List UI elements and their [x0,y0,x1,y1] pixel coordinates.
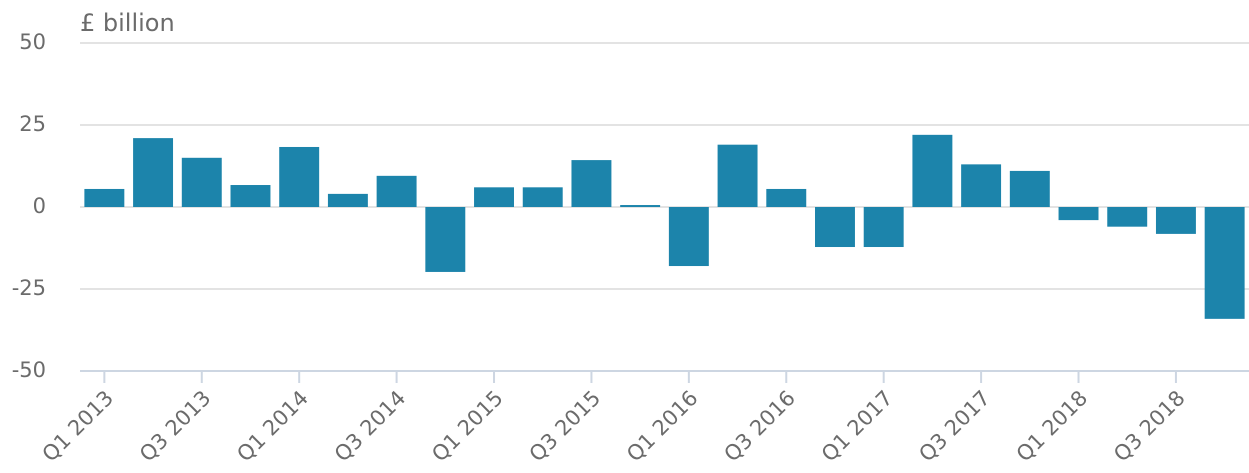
bar [717,144,758,207]
x-tick-label: Q1 2016 [622,386,703,467]
bar [376,175,417,207]
bar [181,157,222,207]
bar [766,188,807,207]
bar [1155,207,1196,234]
bar [912,134,953,207]
y-tick-label: -25 [12,276,46,300]
bar [961,164,1002,207]
x-tick-label: Q1 2015 [427,386,508,467]
y-tick-label: 50 [19,30,46,54]
bar [230,185,271,207]
x-tick-label: Q1 2017 [817,386,898,467]
bar [815,207,855,248]
bar [1058,207,1099,221]
bar [279,146,320,207]
bar [522,187,563,207]
x-tick-label: Q3 2013 [135,386,216,467]
bar [571,160,612,207]
bar [133,138,174,207]
bar [425,207,466,272]
x-tick-label: Q3 2018 [1109,386,1190,467]
bar [668,207,709,267]
bar [1107,207,1148,227]
bar [1204,207,1245,319]
bar [84,188,125,207]
x-tick-label: Q1 2018 [1012,386,1093,467]
bar [327,193,368,207]
x-tick-label: Q3 2017 [914,386,995,467]
x-tick-label: Q1 2013 [38,386,119,467]
bar [1009,170,1050,207]
bar [863,207,904,248]
y-tick-label: 25 [19,112,46,136]
x-tick-label: Q3 2014 [330,386,411,467]
x-tick-label: Q1 2014 [232,386,313,467]
x-tick-label: Q3 2015 [525,386,606,467]
x-tick-label: Q3 2016 [719,386,800,467]
bar [620,205,661,207]
y-axis-label: £ billion [80,9,175,37]
y-tick-label: 0 [33,194,46,218]
y-tick-label: -50 [12,358,46,382]
bar [474,187,514,207]
